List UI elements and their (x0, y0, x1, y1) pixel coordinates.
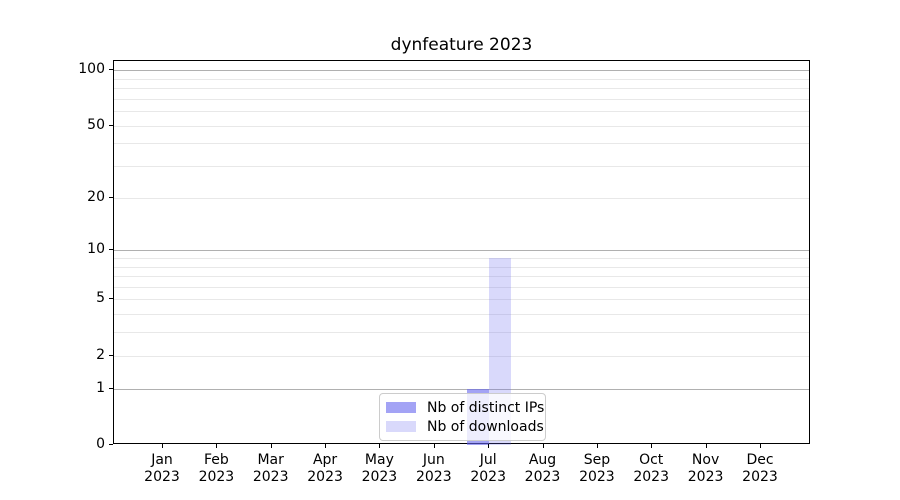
y-tick-mark (109, 387, 113, 389)
x-tick-month: Apr (312, 452, 338, 468)
x-tick-label: Mar 2023 (236, 452, 306, 486)
x-tick-year: 2023 (361, 469, 398, 485)
x-tick-label: Feb 2023 (181, 452, 251, 486)
x-tick-month: Oct (639, 452, 664, 468)
x-tick-month: Jul (479, 452, 497, 468)
x-tick-mark (651, 444, 653, 448)
x-tick-month: Feb (203, 452, 229, 468)
y-tick-mark (109, 249, 113, 251)
y-tick-label: 1 (96, 379, 105, 396)
x-tick-year: 2023 (144, 469, 180, 485)
x-tick-year: 2023 (579, 469, 615, 485)
x-tick-mark (488, 444, 490, 448)
y-tick-mark (109, 354, 113, 356)
y-tick-mark (109, 444, 113, 445)
x-tick-mark (705, 444, 707, 448)
y-tick-label: 2 (96, 346, 105, 363)
minor-gridline (114, 98, 809, 100)
x-tick-mark (216, 444, 218, 448)
x-tick-label: Apr 2023 (290, 452, 360, 486)
x-tick-year: 2023 (470, 469, 506, 485)
minor-gridline (114, 286, 809, 288)
minor-gridline (114, 166, 809, 167)
major-gridline (114, 70, 809, 71)
x-tick-mark (162, 444, 163, 448)
x-tick-year: 2023 (415, 469, 452, 485)
x-tick-label: Sep 2023 (562, 452, 632, 486)
minor-gridline (114, 332, 809, 334)
x-tick-label: May 2023 (344, 452, 414, 486)
minor-gridline (114, 257, 809, 259)
y-tick-label: 5 (96, 290, 105, 307)
x-tick-year: 2023 (198, 469, 235, 485)
x-tick-month: Aug (528, 452, 557, 468)
legend-swatch (386, 402, 416, 413)
chart-title: dynfeature 2023 (390, 35, 533, 55)
x-tick-mark (433, 444, 435, 448)
legend-entry: Nb of downloads (386, 417, 544, 436)
minor-gridline (114, 143, 809, 145)
minor-gridline (114, 276, 809, 277)
y-tick-mark (109, 196, 113, 198)
x-tick-mark (596, 444, 598, 448)
y-tick-label: 0 (96, 436, 105, 452)
minor-gridline (114, 197, 809, 199)
minor-gridline (114, 314, 809, 316)
bars-layer (114, 61, 809, 445)
x-tick-label: Jan 2023 (127, 452, 197, 486)
x-tick-month: Jun (422, 452, 445, 468)
x-tick-label: Aug 2023 (508, 452, 578, 486)
x-tick-label: Nov 2023 (671, 452, 741, 486)
minor-gridline (114, 355, 809, 357)
x-tick-month: Mar (257, 452, 284, 468)
minor-gridline (114, 78, 809, 80)
x-tick-mark (325, 444, 327, 448)
x-tick-month: Nov (691, 452, 720, 468)
x-tick-mark (270, 444, 272, 448)
y-tick-mark (109, 298, 113, 300)
x-tick-year: 2023 (252, 469, 289, 485)
x-tick-month: Dec (746, 452, 774, 468)
major-gridline (114, 388, 809, 390)
gridlines-layer (114, 61, 809, 443)
x-tick-label: Jun 2023 (399, 452, 469, 486)
x-tick-label: Oct 2023 (616, 452, 686, 486)
minor-gridline (114, 125, 809, 127)
legend-entry: Nb of distinct IPs (386, 398, 544, 417)
plot-area: Nb of distinct IPs Nb of downloads (113, 60, 810, 445)
minor-gridline (114, 266, 809, 268)
x-tick-mark (760, 444, 761, 448)
x-tick-year: 2023 (307, 469, 343, 485)
y-tick-label: 100 (78, 61, 105, 77)
minor-gridline (114, 87, 809, 89)
y-tick-label: 20 (87, 188, 105, 205)
x-tick-mark (379, 444, 381, 448)
minor-gridline (114, 299, 809, 301)
y-tick-label: 50 (87, 116, 105, 133)
legend-label: Nb of downloads (427, 418, 544, 435)
y-tick-label: 10 (87, 241, 105, 258)
minor-gridline (114, 111, 809, 112)
x-tick-year: 2023 (524, 469, 561, 485)
legend: Nb of distinct IPs Nb of downloads (379, 393, 546, 441)
x-tick-month: Jan (151, 452, 173, 468)
x-tick-label: Dec 2023 (725, 452, 795, 486)
major-gridline (114, 250, 809, 252)
x-tick-month: Sep (583, 452, 611, 468)
x-tick-month: May (364, 452, 394, 468)
x-tick-label: Jul 2023 (453, 452, 523, 486)
x-tick-year: 2023 (633, 469, 669, 485)
x-tick-year: 2023 (687, 469, 724, 485)
x-tick-mark (542, 444, 544, 448)
y-tick-mark (109, 124, 113, 126)
y-tick-mark (109, 69, 113, 70)
x-tick-year: 2023 (742, 469, 778, 485)
legend-label: Nb of distinct IPs (427, 399, 545, 416)
legend-swatch (386, 421, 416, 432)
